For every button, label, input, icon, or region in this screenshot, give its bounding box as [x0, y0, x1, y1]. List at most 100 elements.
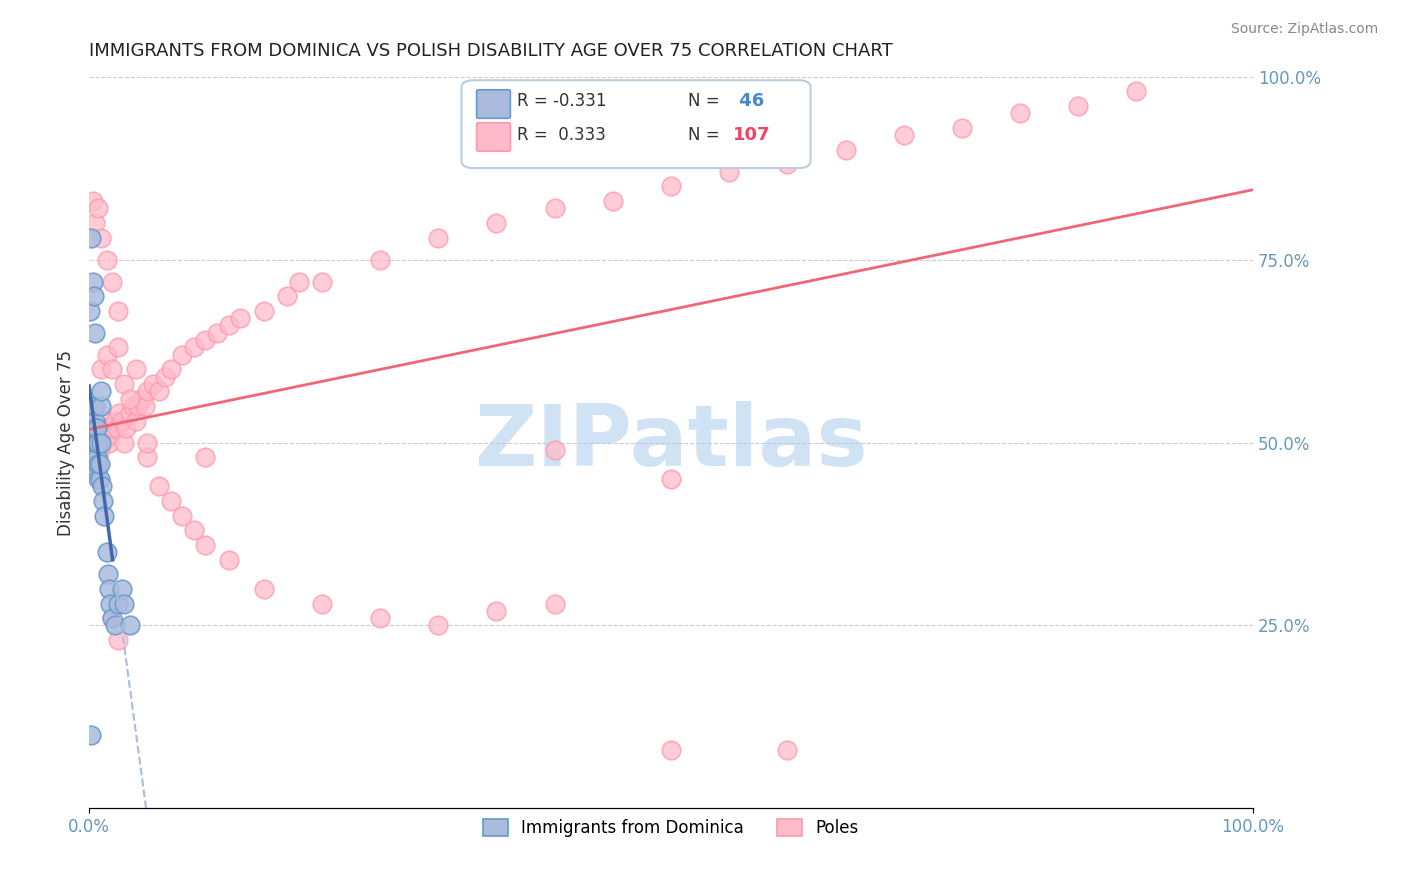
Point: [80, 728, 103, 742]
Point: [172, 508, 194, 523]
Point: [427, 230, 450, 244]
Point: [276, 289, 298, 303]
Point: [89, 442, 111, 457]
Point: [104, 413, 127, 427]
Text: N =: N =: [689, 126, 725, 145]
Point: [83, 450, 105, 465]
Point: [101, 421, 124, 435]
Legend: Immigrants from Dominica, Poles: Immigrants from Dominica, Poles: [477, 813, 866, 844]
Point: [90, 362, 112, 376]
Point: [101, 362, 124, 376]
Point: [112, 435, 135, 450]
Point: [87, 450, 110, 465]
Point: [84, 435, 107, 450]
Point: [104, 618, 127, 632]
Point: [124, 413, 146, 427]
Point: [90, 399, 112, 413]
Point: [183, 340, 205, 354]
Point: [950, 120, 973, 135]
Point: [82, 450, 104, 465]
Point: [111, 413, 134, 427]
Point: [142, 376, 165, 391]
Point: [112, 597, 135, 611]
Point: [485, 604, 508, 618]
Point: [96, 545, 118, 559]
Point: [79, 303, 101, 318]
Point: [107, 633, 129, 648]
Point: [136, 384, 159, 399]
Point: [368, 252, 391, 267]
Point: [101, 611, 124, 625]
Point: [83, 435, 105, 450]
Point: [83, 421, 105, 435]
Point: [86, 435, 108, 450]
Point: [153, 369, 176, 384]
Point: [194, 450, 217, 465]
Point: [83, 458, 105, 472]
Point: [84, 442, 107, 457]
Point: [93, 428, 115, 442]
FancyBboxPatch shape: [477, 90, 510, 119]
Point: [80, 230, 103, 244]
Point: [93, 508, 115, 523]
Point: [1010, 106, 1032, 120]
Point: [82, 275, 104, 289]
Point: [108, 406, 131, 420]
Text: Source: ZipAtlas.com: Source: ZipAtlas.com: [1230, 22, 1378, 37]
Point: [97, 435, 120, 450]
Point: [87, 472, 110, 486]
Point: [159, 494, 181, 508]
Point: [134, 399, 156, 413]
Point: [136, 435, 159, 450]
Point: [84, 435, 107, 450]
Point: [94, 421, 117, 435]
Point: [311, 275, 333, 289]
Point: [83, 421, 105, 435]
Point: [287, 275, 309, 289]
Text: R =  0.333: R = 0.333: [517, 126, 606, 145]
Point: [86, 435, 108, 450]
Point: [427, 618, 450, 632]
Point: [543, 202, 565, 216]
Point: [86, 450, 108, 465]
Point: [96, 348, 118, 362]
Point: [97, 567, 120, 582]
Point: [87, 435, 110, 450]
Point: [118, 406, 141, 420]
Point: [229, 311, 252, 326]
Point: [84, 450, 107, 465]
Point: [84, 450, 107, 465]
Point: [205, 326, 228, 340]
Point: [124, 362, 146, 376]
Point: [90, 435, 112, 450]
Point: [893, 128, 915, 143]
Point: [90, 435, 112, 450]
Point: [101, 275, 124, 289]
Point: [111, 582, 134, 596]
Point: [96, 413, 118, 427]
Point: [543, 442, 565, 457]
Point: [218, 552, 240, 566]
Point: [82, 450, 104, 465]
Point: [127, 399, 149, 413]
Point: [83, 435, 105, 450]
Point: [107, 303, 129, 318]
Point: [83, 399, 105, 413]
Point: [91, 435, 114, 450]
Point: [83, 216, 105, 230]
Point: [97, 582, 120, 596]
Point: [115, 421, 138, 435]
Point: [98, 597, 121, 611]
Point: [83, 428, 105, 442]
Point: [83, 442, 105, 457]
Point: [89, 428, 111, 442]
Point: [80, 458, 103, 472]
Point: [80, 435, 103, 450]
Point: [659, 743, 682, 757]
Point: [86, 450, 108, 465]
Point: [82, 421, 104, 435]
Point: [82, 194, 104, 208]
Point: [98, 428, 121, 442]
Point: [90, 230, 112, 244]
Point: [84, 421, 107, 435]
